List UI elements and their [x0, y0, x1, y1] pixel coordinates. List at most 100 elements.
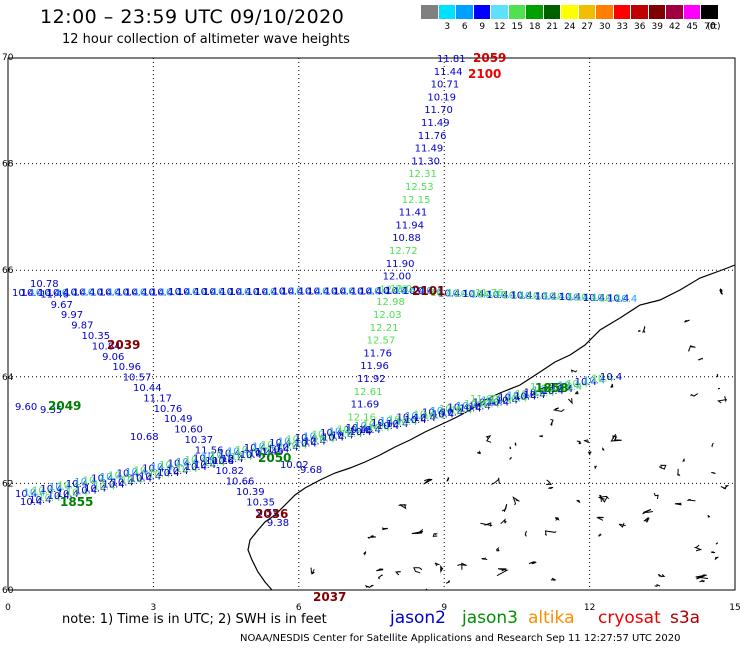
island-outline	[618, 522, 626, 528]
island-outline	[398, 504, 407, 510]
island-outline	[539, 387, 549, 391]
island-outline	[363, 550, 367, 556]
swh-observation-dense: 10.4	[502, 290, 524, 301]
swh-observation-dense: 10.4	[505, 394, 527, 405]
swh-observation-dense: 10.4	[543, 292, 565, 303]
swh-observation-dense: 10.4	[303, 431, 325, 442]
swh-observation: 11.30	[411, 156, 440, 167]
swh-observation-dense: 10.4	[560, 382, 582, 393]
island-outline	[699, 579, 705, 583]
swh-observation: 11.49	[415, 144, 444, 155]
swh-observation-dense: 10.4	[456, 401, 478, 412]
swh-observation-dense: 10.4	[523, 390, 545, 401]
swh-observation-dense: 10.4	[48, 491, 70, 502]
track-time-label: 2036	[255, 507, 288, 521]
swh-observation-dense: 10.4	[249, 448, 271, 459]
swh-observation-dense: 10.4	[166, 466, 188, 477]
swh-observation: 10.35	[82, 331, 111, 342]
track-time-label: 2049	[48, 399, 81, 413]
swh-observation-dense: 10.4	[24, 487, 46, 498]
swh-observation: 9.55	[257, 508, 279, 519]
island-outline	[576, 440, 582, 445]
swh-observation-dense: 10.4	[281, 287, 303, 298]
legend-swatch	[613, 5, 631, 19]
swh-observation: 11.76	[475, 288, 504, 299]
swh-observation-dense: 10.4	[446, 289, 468, 300]
legend-swatch	[491, 5, 509, 19]
swh-observation: 11.44	[434, 67, 463, 78]
map-frame	[7, 57, 736, 591]
swh-observation-dense: 10.4	[40, 484, 62, 495]
footnote: note: 1) Time is in UTC; 2) SWH is in fe…	[62, 612, 327, 627]
island-outline	[376, 568, 384, 572]
swh-observation-dense: 10.4	[559, 292, 581, 303]
legend-label: 24	[564, 22, 576, 32]
island-outline	[595, 516, 604, 521]
island-outline	[568, 398, 573, 405]
lon-tick-label: 0	[5, 603, 11, 613]
swh-observation: 12.53	[405, 182, 434, 193]
island-outline	[688, 345, 696, 352]
swh-observation-dense: 10.4	[551, 292, 573, 303]
swh-observation-dense: 10.4	[221, 454, 243, 465]
swh-observation: 10.35	[246, 497, 275, 508]
legend-swatch	[596, 5, 614, 19]
swh-observation: 10.78	[30, 279, 59, 290]
legend-label: 42	[669, 22, 681, 32]
swh-observation-dense: 10.4	[176, 457, 198, 468]
swh-observation-dense: 10.4	[441, 407, 463, 418]
swh-observation-dense: 10.4	[134, 465, 156, 476]
island-outline	[610, 383, 614, 388]
lon-tick-label: 3	[151, 603, 157, 613]
swh-observation-dense: 10.4	[439, 404, 461, 415]
swh-observation: 12.98	[376, 297, 405, 308]
swh-observation: 11.62	[470, 394, 499, 405]
swh-observation-dense: 10.4	[142, 287, 164, 298]
island-outline	[446, 477, 450, 482]
swh-observation: 11.70	[424, 105, 453, 116]
swh-observation-dense: 10.4	[159, 460, 181, 471]
swh-observation: 10.68	[130, 432, 159, 443]
swh-observation-dense: 10.4	[252, 442, 274, 453]
island-outline	[539, 435, 543, 438]
swh-observation: 12.15	[402, 195, 431, 206]
island-outline	[693, 544, 703, 552]
swh-observation-dense: 10.4	[238, 287, 260, 298]
swh-observation-dense: 10.4	[331, 431, 353, 442]
swh-observation: 10.46	[344, 425, 373, 436]
swh-observation-dense: 10.4	[316, 287, 338, 298]
swh-observation: 12.77	[379, 284, 408, 295]
lon-tick-label: 6	[296, 603, 302, 613]
island-outline	[716, 373, 719, 378]
legend-swatch	[421, 5, 439, 19]
swh-observation: 10.26	[205, 456, 234, 467]
legend-item: 42	[666, 5, 684, 32]
island-outline	[717, 396, 727, 404]
swh-observation-dense: 10.4	[377, 286, 399, 297]
swh-observation: 12.03	[373, 310, 402, 321]
swh-observation-dense: 10.4	[202, 452, 224, 463]
legend-label: 15	[511, 22, 523, 32]
swh-observation: 9.87	[71, 321, 93, 332]
swh-observation-dense: 10.4	[583, 293, 605, 304]
island-outline	[687, 498, 696, 502]
legend-swatch	[683, 5, 701, 19]
swh-observation: 10.88	[392, 233, 421, 244]
swh-observation-dense: 10.4	[121, 476, 143, 487]
swh-observation-dense: 10.4	[304, 437, 326, 448]
legend-item: 12	[491, 5, 509, 32]
swh-observation-dense: 10.4	[264, 287, 286, 298]
swh-observation-dense: 10.4	[84, 483, 106, 494]
swh-observation: 9.35	[40, 405, 62, 416]
legend-label: 36	[634, 22, 646, 32]
swh-observation-dense: 10.4	[83, 475, 105, 486]
swh-observation-dense: 10.4	[203, 287, 225, 298]
legend-label: 9	[479, 22, 486, 32]
swh-observation-dense: 10.4	[74, 477, 96, 488]
island-outline	[658, 464, 667, 470]
legend-item: 21	[543, 5, 561, 32]
swh-observation-dense: 10.4	[193, 453, 215, 464]
swh-observation-dense: 10.4	[64, 288, 86, 299]
island-outline	[365, 584, 371, 589]
